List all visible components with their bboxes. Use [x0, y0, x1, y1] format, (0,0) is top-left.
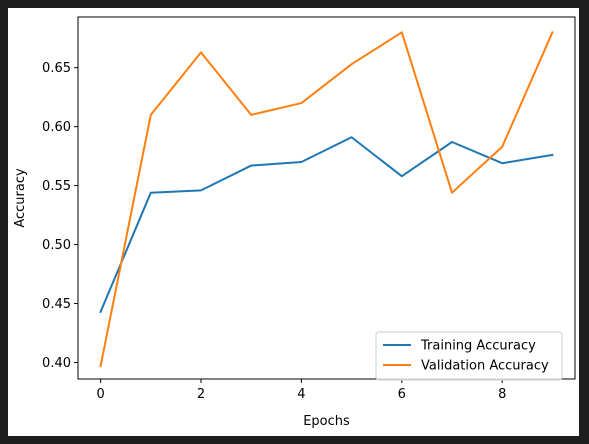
y-tick-label: 0.50 — [42, 238, 71, 253]
x-axis-label: Epochs — [303, 414, 350, 429]
x-tick-label: 4 — [297, 387, 305, 402]
legend: Training Accuracy Validation Accuracy — [376, 332, 562, 380]
y-tick-label: 0.65 — [42, 61, 71, 76]
legend-label-validation: Validation Accuracy — [421, 359, 549, 374]
x-tick-label: 2 — [197, 387, 205, 402]
legend-label-training: Training Accuracy — [420, 339, 536, 354]
figure: 0 2 4 6 8 0.40 0.45 0.50 0.55 0.60 0.65 Epochs Acc… — [8, 8, 579, 436]
line-chart: 0 2 4 6 8 0.40 0.45 0.50 0.55 0.60 0.65 Epochs Acc… — [8, 8, 579, 436]
x-tick-label: 8 — [498, 387, 506, 402]
x-tick-label: 0 — [96, 387, 104, 402]
series-line-validation — [101, 32, 553, 366]
y-axis-label: Accuracy — [13, 168, 28, 228]
y-tick-label: 0.60 — [42, 120, 71, 135]
y-tick-label: 0.45 — [42, 297, 71, 312]
x-tick-label: 6 — [398, 387, 406, 402]
y-tick-label: 0.40 — [42, 356, 71, 371]
y-tick-label: 0.55 — [42, 179, 71, 194]
plot-frame — [78, 17, 575, 379]
